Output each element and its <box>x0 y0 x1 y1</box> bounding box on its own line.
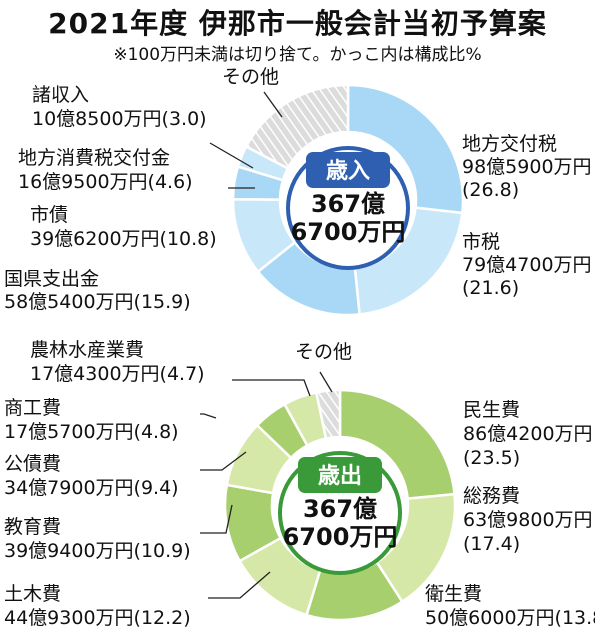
revenue-leader-line-6 <box>209 142 254 169</box>
expenditure-label-9: その他 <box>295 341 352 363</box>
expenditure-total-line1: 367億 <box>303 495 377 523</box>
revenue-label-6: 諸収入 10億8500万円(3.0) <box>32 84 207 130</box>
expenditure-leader-line-6 <box>200 451 247 471</box>
revenue-total-line2: 6700万円 <box>291 218 406 246</box>
revenue-label-2: 市税 79億4700万円(21.6) <box>462 231 592 299</box>
revenue-label-1: 地方交付税 98億5900万円(26.8) <box>462 133 592 201</box>
expenditure-label-6: 公債費 34億7900万円(9.4) <box>4 453 179 499</box>
expenditure-label-8: 農林水産業費 17億4300万円(4.7) <box>30 339 205 385</box>
expenditure-label-2: 総務費 63億9800万円(17.4) <box>463 485 593 555</box>
expenditure-label-3: 衛生費 50億6000万円(13.8) <box>425 583 595 629</box>
expenditure-label-1: 民生費 86億4200万円(23.5) <box>463 399 593 469</box>
revenue-slice-1 <box>346 83 465 215</box>
revenue-badge-label: 歳入 <box>326 159 370 184</box>
expenditure-leader-line-9 <box>319 371 333 393</box>
expenditure-leader-line-5 <box>200 504 233 534</box>
expenditure-label-4: 土木費 44億9300万円(12.2) <box>4 583 191 629</box>
revenue-leader-line-7 <box>263 91 283 118</box>
chart-note: ※100万円未満は切り捨て。かっこ内は構成比% <box>113 45 482 65</box>
expenditure-leader-line-8 <box>232 379 311 397</box>
revenue-label-3: 国県支出金 58億5400万円(15.9) <box>4 268 191 313</box>
revenue-total-line1: 367億 <box>311 190 385 218</box>
revenue-label-5: 地方消費税交付金 16億9500万円(4.6) <box>18 147 193 193</box>
expenditure-label-7: 商工費 17億5700万円(4.8) <box>4 397 179 443</box>
expenditure-badge <box>298 457 382 493</box>
expenditure-leader-line-7 <box>200 413 217 419</box>
expenditure-badge-label: 歳出 <box>318 464 362 489</box>
expenditure-leader-line-4 <box>208 571 271 599</box>
expenditure-label-5: 教育費 39億9400万円(10.9) <box>4 516 191 562</box>
revenue-slice-7 <box>244 83 350 171</box>
expenditure-total-line2: 6700万円 <box>283 523 398 551</box>
revenue-label-4: 市債 39億6200万円(10.8) <box>30 204 217 250</box>
expenditure-slice-1 <box>338 388 456 500</box>
revenue-label-7: その他 <box>222 66 279 88</box>
chart-title: 2021年度 伊那市一般会計当初予算案 <box>48 7 547 40</box>
revenue-badge <box>306 152 390 188</box>
expenditure-slice-9 <box>314 388 342 440</box>
